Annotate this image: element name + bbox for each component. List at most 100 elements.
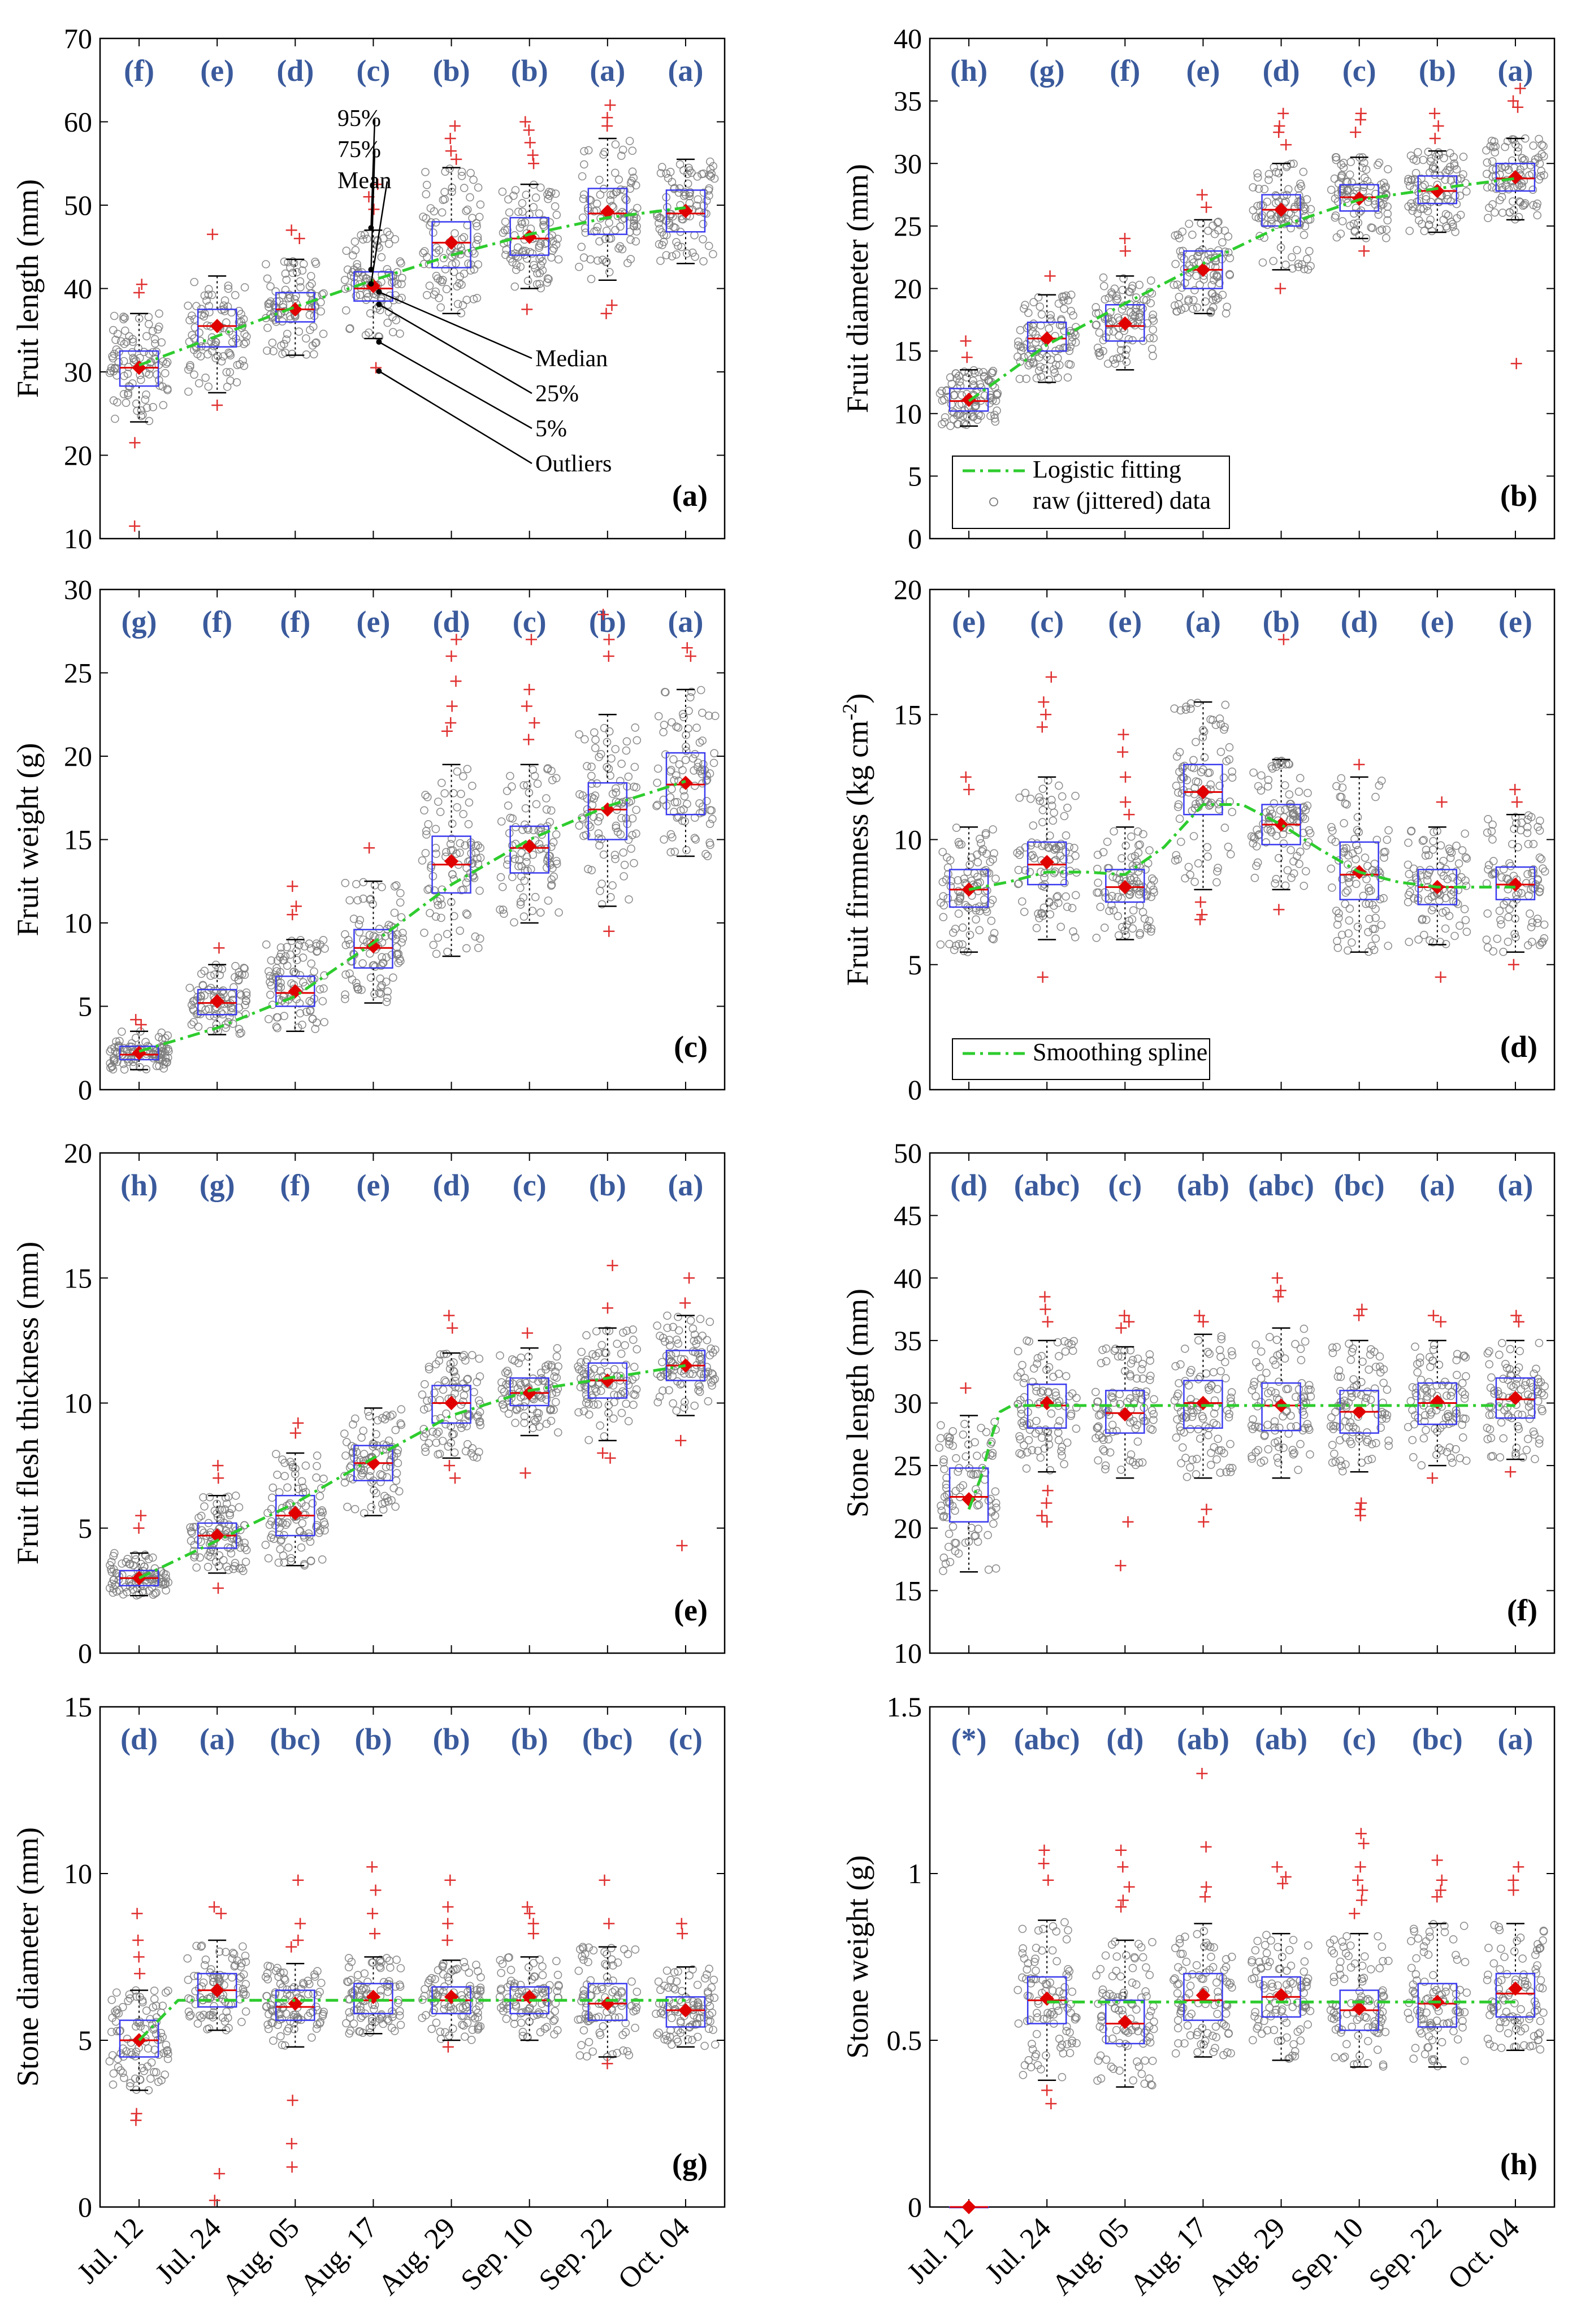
raw-data-point xyxy=(197,1003,206,1012)
raw-data-point xyxy=(319,1517,328,1527)
raw-data-point xyxy=(475,1354,484,1363)
raw-data-point xyxy=(611,226,620,235)
raw-data-point xyxy=(1194,1336,1203,1345)
raw-data-point xyxy=(206,983,215,992)
mean-marker xyxy=(1196,1395,1211,1411)
raw-data-point xyxy=(979,368,987,376)
raw-data-point xyxy=(1103,314,1112,323)
mean-marker xyxy=(132,360,146,375)
raw-data-point xyxy=(1456,191,1465,200)
raw-data-point xyxy=(377,294,386,303)
raw-data-point xyxy=(163,384,172,393)
raw-data-point xyxy=(1288,264,1297,273)
raw-data-point xyxy=(1063,903,1072,911)
raw-data-point xyxy=(941,413,950,422)
outlier-point xyxy=(527,149,539,161)
annotation-arrow xyxy=(370,119,376,228)
raw-data-point xyxy=(109,396,118,405)
y-tick-label: 10 xyxy=(894,824,922,856)
raw-data-point xyxy=(154,325,162,334)
raw-data-point xyxy=(590,1401,598,1409)
raw-data-point xyxy=(626,179,635,188)
raw-data-point xyxy=(474,943,483,952)
raw-data-point xyxy=(1037,372,1046,381)
raw-data-point xyxy=(465,798,474,807)
annotation-arrow xyxy=(370,181,388,284)
raw-data-point xyxy=(959,411,968,420)
raw-data-point xyxy=(669,223,678,232)
raw-data-point xyxy=(1049,1372,1058,1381)
raw-data-point xyxy=(586,255,595,264)
raw-data-point xyxy=(611,745,620,753)
raw-data-point xyxy=(448,183,457,192)
raw-data-point xyxy=(264,300,273,309)
raw-data-point xyxy=(204,290,213,299)
raw-data-point xyxy=(630,219,639,228)
raw-data-point xyxy=(351,246,360,254)
raw-data-point xyxy=(604,1401,613,1410)
y-tick-label: 40 xyxy=(894,1262,922,1294)
raw-data-point xyxy=(1333,936,1341,946)
raw-data-point xyxy=(1216,1352,1225,1362)
raw-data-point xyxy=(629,174,638,182)
raw-data-point xyxy=(674,1312,682,1321)
raw-data-point xyxy=(1539,142,1548,150)
significance-letter: (c) xyxy=(513,1168,547,1202)
raw-data-point xyxy=(115,348,123,356)
raw-data-point xyxy=(942,386,951,394)
raw-data-point xyxy=(264,1014,273,1024)
raw-data-point xyxy=(1112,354,1121,363)
raw-data-point xyxy=(1015,794,1024,802)
raw-data-point xyxy=(389,973,397,982)
raw-data-point xyxy=(309,350,318,359)
raw-data-point xyxy=(632,805,640,814)
raw-data-point xyxy=(297,1543,306,1552)
raw-data-point xyxy=(1177,252,1186,261)
outlier-point xyxy=(606,300,618,311)
raw-data-point xyxy=(533,779,542,788)
raw-data-point xyxy=(1504,938,1513,946)
raw-data-point xyxy=(516,262,525,271)
raw-data-point xyxy=(421,849,430,857)
raw-data-point xyxy=(235,1503,244,1512)
raw-data-point xyxy=(1526,909,1534,918)
raw-data-point xyxy=(670,776,678,784)
raw-data-point xyxy=(460,269,469,278)
raw-data-point xyxy=(577,242,586,252)
outlier-point xyxy=(521,303,533,315)
raw-data-point xyxy=(1062,1372,1071,1381)
raw-data-point xyxy=(944,392,952,401)
raw-data-point xyxy=(575,1365,583,1374)
raw-data-point xyxy=(496,1351,504,1360)
raw-data-point xyxy=(703,852,712,860)
raw-data-point xyxy=(510,855,519,864)
raw-data-point xyxy=(514,207,523,216)
raw-data-point xyxy=(1206,780,1215,789)
outlier-point xyxy=(1119,233,1130,244)
raw-data-point xyxy=(1227,850,1235,859)
raw-data-point xyxy=(266,282,275,291)
y-tick-label: 10 xyxy=(64,1388,92,1419)
raw-data-point xyxy=(1348,849,1357,858)
raw-data-point xyxy=(503,226,512,235)
raw-data-point xyxy=(1250,874,1259,882)
raw-data-point xyxy=(949,415,958,423)
raw-data-point xyxy=(655,219,663,228)
raw-data-point xyxy=(280,257,289,266)
raw-data-point xyxy=(240,340,248,349)
raw-data-point xyxy=(1032,923,1041,933)
raw-data-point xyxy=(155,309,163,318)
raw-data-point xyxy=(1100,923,1109,932)
raw-data-point xyxy=(240,1543,249,1552)
raw-data-point xyxy=(294,327,304,336)
raw-data-point xyxy=(1484,214,1492,223)
raw-data-point xyxy=(580,147,588,155)
raw-data-point xyxy=(308,341,317,350)
annotation-arrow xyxy=(378,291,532,359)
raw-data-point xyxy=(666,793,675,802)
raw-data-point xyxy=(1327,864,1336,873)
raw-data-point xyxy=(278,349,287,358)
outlier-point xyxy=(211,400,223,411)
raw-data-point xyxy=(1405,938,1413,946)
raw-data-point xyxy=(1272,1336,1281,1344)
